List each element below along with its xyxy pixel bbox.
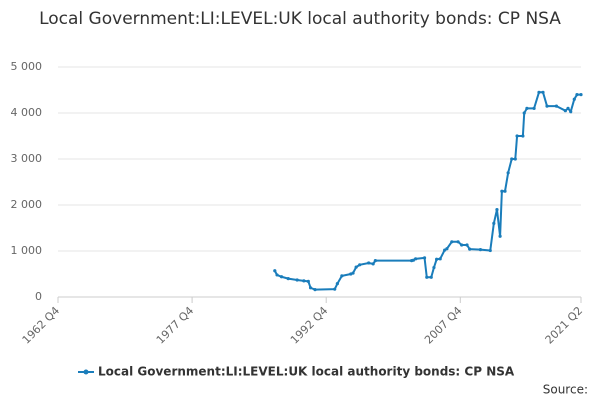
data-point [432, 265, 436, 270]
data-point [373, 259, 377, 263]
data-point [445, 247, 449, 251]
data-point [450, 240, 454, 244]
y-tick-label: 1 000 [11, 244, 43, 257]
data-point [351, 271, 355, 275]
x-tick-label: 2021 Q2 [543, 304, 586, 347]
y-tick-label: 3 000 [11, 152, 43, 165]
data-line [273, 91, 581, 291]
data-point [460, 243, 464, 247]
data-point [306, 279, 310, 283]
data-point [308, 286, 313, 290]
data-point [422, 256, 427, 260]
data-point [367, 261, 371, 265]
data-point [513, 157, 517, 161]
data-point [503, 189, 507, 193]
legend-marker [83, 369, 89, 375]
data-point [488, 248, 492, 253]
data-point [500, 189, 504, 193]
data-point [465, 243, 469, 247]
y-tick-label: 2 000 [11, 198, 43, 211]
data-point [532, 106, 536, 110]
y-tick-label: 0 [35, 290, 42, 303]
data-point [545, 104, 549, 108]
data-point [579, 93, 583, 97]
data-point [525, 106, 529, 110]
data-point [521, 134, 525, 138]
data-point [302, 279, 306, 283]
data-point [273, 269, 277, 273]
data-point [456, 240, 460, 244]
y-tick-label: 5 000 [11, 60, 43, 73]
data-point [506, 171, 510, 175]
data-point [569, 110, 573, 114]
data-point [495, 208, 499, 212]
data-point [522, 111, 526, 115]
data-point [492, 221, 496, 225]
x-tick-label: 1977 Q4 [154, 304, 197, 347]
data-point [333, 287, 337, 291]
data-point [429, 275, 433, 279]
data-point [371, 262, 375, 266]
data-point [510, 157, 514, 161]
data-point [572, 97, 576, 101]
chart-title: Local Government:LI:LEVEL:UK local autho… [39, 9, 561, 29]
data-point [335, 282, 339, 286]
data-point [286, 277, 290, 281]
data-point [468, 247, 472, 251]
data-point [478, 248, 483, 252]
data-point [566, 106, 570, 110]
data-point [313, 288, 317, 292]
data-point [275, 273, 279, 277]
data-point [537, 90, 541, 94]
x-tick-label: 2007 Q4 [422, 304, 465, 347]
y-tick-label: 4 000 [11, 106, 43, 119]
data-point [425, 275, 429, 279]
x-tick-label: 1992 Q4 [288, 304, 331, 347]
data-point [414, 257, 418, 261]
legend-label: Local Government:LI:LEVEL:UK local autho… [98, 365, 515, 379]
x-tick-label: 1962 Q4 [20, 304, 63, 347]
data-point [575, 93, 579, 97]
data-point [358, 263, 362, 267]
data-point [498, 234, 502, 238]
data-point [554, 104, 559, 108]
data-point [515, 134, 519, 138]
source: Source: [543, 383, 588, 397]
data-point [563, 109, 567, 113]
data-point [295, 278, 299, 282]
data-point [279, 275, 284, 279]
data-point [435, 257, 439, 261]
data-point [340, 274, 344, 278]
data-point [541, 90, 545, 94]
data-point [438, 257, 442, 261]
data-point [354, 265, 358, 269]
